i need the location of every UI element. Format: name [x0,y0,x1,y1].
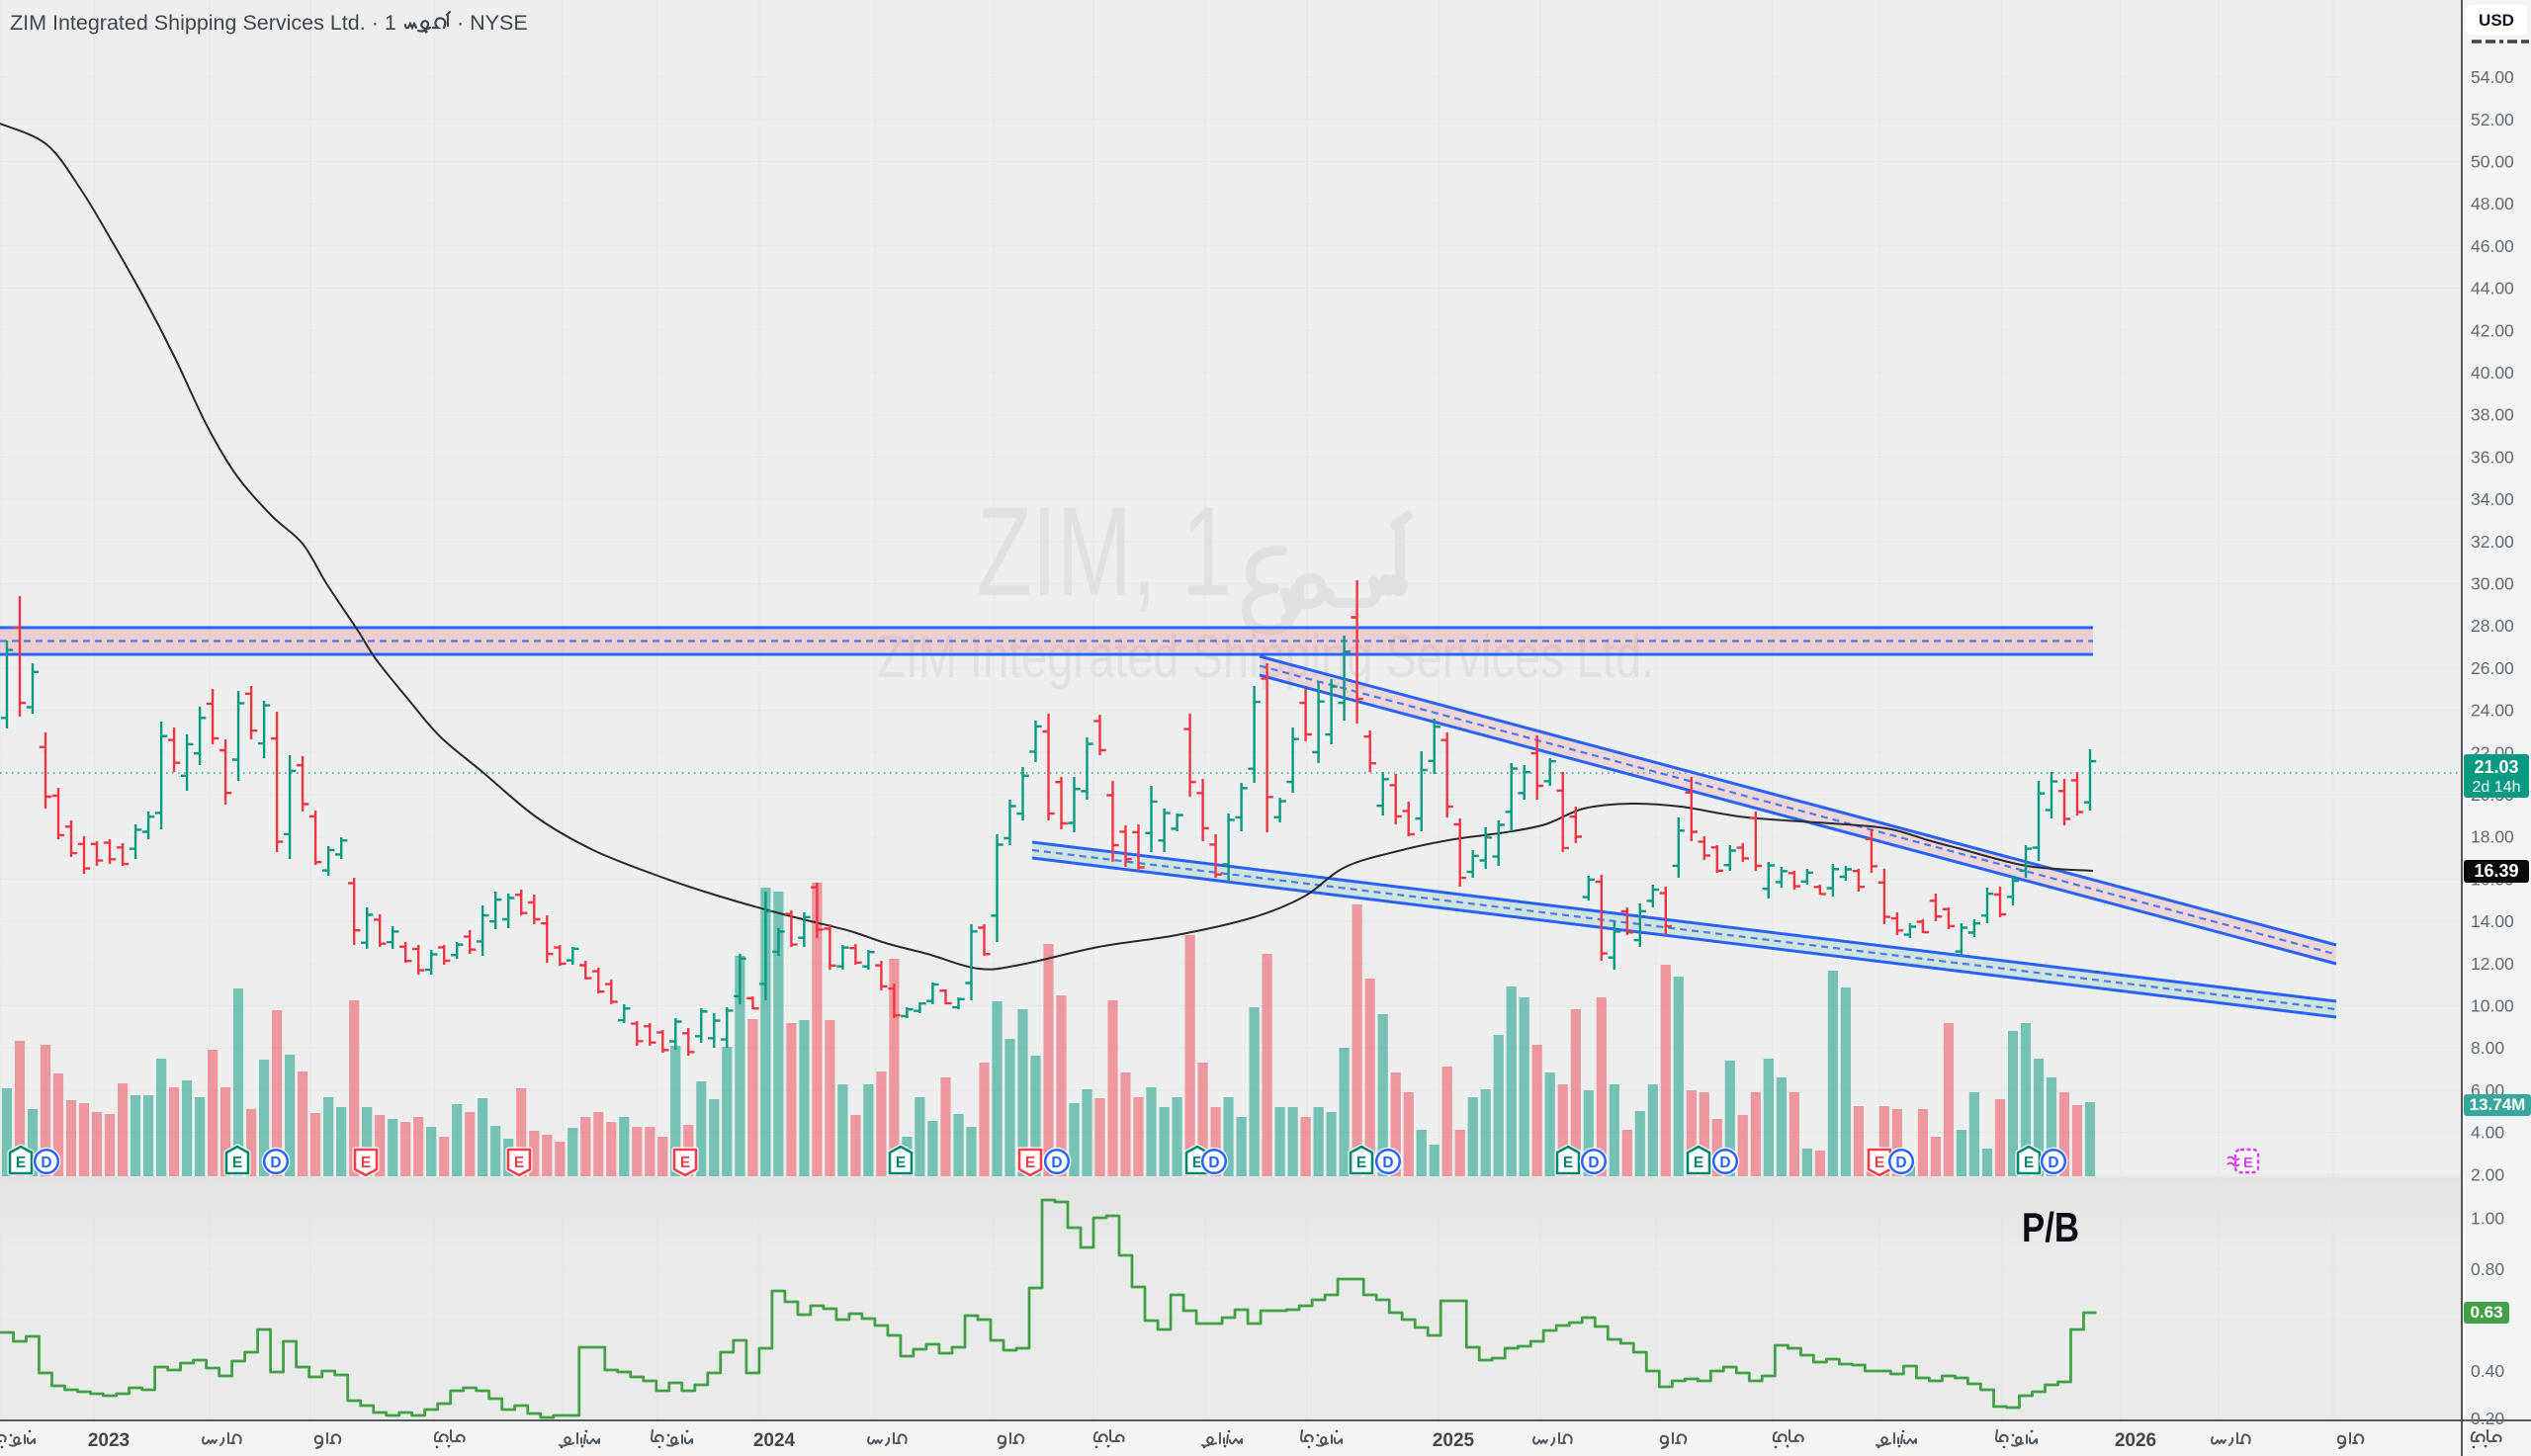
svg-text:10.00: 10.00 [2471,996,2514,1016]
svg-text:D: D [1382,1155,1393,1171]
svg-text:E: E [2024,1155,2034,1171]
svg-text:54.00: 54.00 [2471,67,2514,87]
svg-text:E: E [680,1155,690,1171]
svg-text:E: E [1694,1155,1703,1171]
svg-text:12.00: 12.00 [2471,954,2514,974]
svg-text:52.00: 52.00 [2471,110,2514,129]
svg-text:2023: 2023 [88,1430,130,1451]
svg-text:D: D [41,1155,51,1171]
svg-text:E: E [1875,1155,1884,1171]
svg-text:2024: 2024 [753,1430,796,1451]
svg-text:26.00: 26.00 [2471,658,2514,678]
svg-text:2.00: 2.00 [2471,1164,2504,1184]
svg-text:D: D [1895,1155,1906,1171]
svg-text:32.00: 32.00 [2471,532,2514,552]
svg-text:38.00: 38.00 [2471,405,2514,425]
svg-text:14.00: 14.00 [2471,911,2514,931]
svg-text:E: E [514,1155,524,1171]
svg-text:13.74M: 13.74M [2470,1095,2526,1114]
svg-text:50.00: 50.00 [2471,152,2514,172]
svg-text:2025: 2025 [1433,1430,1475,1451]
svg-text:D: D [1051,1155,1062,1171]
svg-text:D: D [2048,1155,2058,1171]
svg-text:E: E [16,1155,26,1171]
svg-text:· NYSE: · NYSE [457,11,528,35]
svg-text:42.00: 42.00 [2471,320,2514,340]
svg-text:ZIM Integrated Shipping Servic: ZIM Integrated Shipping Services Ltd. · … [10,11,396,35]
svg-text:44.00: 44.00 [2471,279,2514,299]
svg-text:24.00: 24.00 [2471,701,2514,721]
svg-text:0.80: 0.80 [2471,1259,2504,1279]
svg-text:D: D [270,1155,281,1171]
svg-text:E: E [361,1155,371,1171]
svg-text:2d 14h: 2d 14h [2473,779,2521,796]
svg-text:0.63: 0.63 [2470,1303,2502,1322]
svg-text:E: E [1563,1155,1573,1171]
svg-text:8.00: 8.00 [2471,1038,2504,1058]
svg-text:D: D [1208,1155,1219,1171]
svg-text:1.00: 1.00 [2471,1209,2504,1229]
svg-text:0.40: 0.40 [2471,1361,2504,1381]
svg-text:40.00: 40.00 [2471,363,2514,383]
svg-text:USD: USD [2479,11,2514,30]
svg-text:34.00: 34.00 [2471,489,2514,509]
svg-text:E: E [896,1155,906,1171]
svg-text:E: E [232,1155,242,1171]
svg-text:E: E [1356,1155,1366,1171]
svg-text:16.39: 16.39 [2474,861,2518,881]
svg-text:D: D [1719,1155,1730,1171]
svg-text:E: E [1192,1155,1202,1171]
svg-text:D: D [1588,1155,1599,1171]
svg-text:28.00: 28.00 [2471,616,2514,636]
svg-text:18.00: 18.00 [2471,827,2514,847]
svg-text:E: E [2243,1155,2253,1171]
svg-text:P/B: P/B [2022,1204,2079,1250]
svg-text:ZIM, 1: ZIM, 1 [977,481,1232,623]
svg-text:E: E [1025,1155,1035,1171]
svg-text:21.03: 21.03 [2474,757,2518,777]
svg-text:2026: 2026 [2115,1430,2156,1451]
svg-text:30.00: 30.00 [2471,574,2514,594]
svg-text:4.00: 4.00 [2471,1123,2504,1143]
svg-text:0.20: 0.20 [2471,1409,2504,1428]
svg-text:48.00: 48.00 [2471,194,2514,214]
svg-text:36.00: 36.00 [2471,447,2514,467]
svg-text:46.00: 46.00 [2471,236,2514,256]
